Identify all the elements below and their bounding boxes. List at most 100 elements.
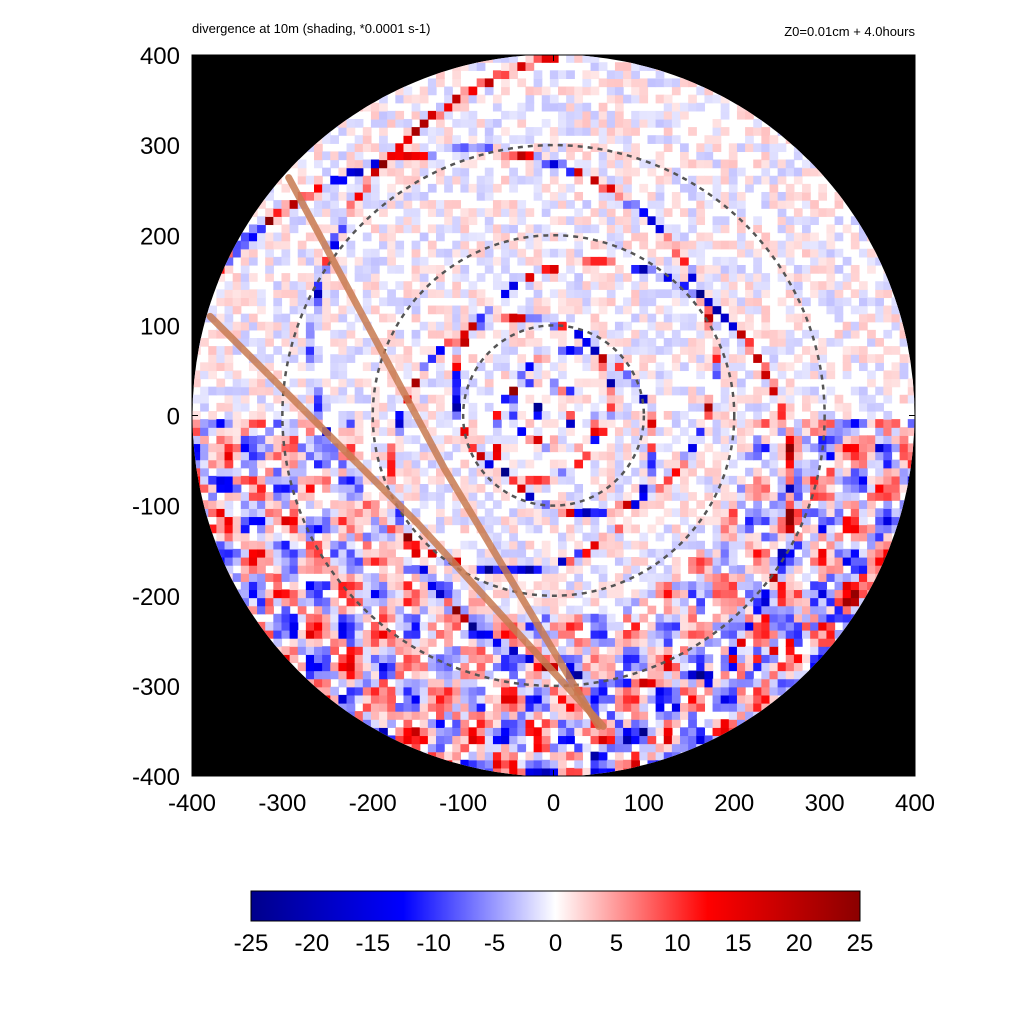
- divergence-cell: [574, 159, 584, 169]
- divergence-cell: [858, 313, 868, 323]
- divergence-cell: [314, 305, 323, 315]
- divergence-cell: [354, 694, 364, 704]
- divergence-cell: [468, 759, 478, 769]
- divergence-cell: [346, 694, 356, 704]
- divergence-cell: [590, 508, 600, 518]
- divergence-cell: [330, 500, 339, 509]
- divergence-cell: [387, 313, 396, 323]
- range-circle-300: [281, 143, 826, 688]
- divergence-cell: [858, 248, 868, 258]
- divergence-cell: [411, 670, 421, 680]
- divergence-cell: [785, 329, 795, 339]
- divergence-cell: [850, 216, 860, 226]
- divergence-cell: [883, 289, 893, 299]
- divergence-cell: [411, 467, 421, 477]
- divergence-cell: [509, 654, 518, 664]
- divergence-cell: [240, 240, 250, 250]
- divergence-cell: [598, 329, 608, 339]
- divergence-cell: [606, 378, 616, 388]
- divergence-cell: [598, 305, 608, 315]
- divergence-cell: [655, 630, 665, 639]
- divergence-cell: [492, 55, 502, 63]
- divergence-cell: [476, 443, 486, 453]
- divergence-cell: [427, 289, 437, 299]
- divergence-cell: [273, 435, 283, 445]
- divergence-cell: [663, 208, 673, 217]
- divergence-cell: [427, 565, 437, 574]
- divergence-cell: [468, 646, 478, 655]
- divergence-cell: [590, 167, 600, 177]
- divergence-cell: [785, 597, 795, 607]
- divergence-cell: [663, 94, 673, 104]
- divergence-cell: [444, 451, 453, 461]
- divergence-cell: [444, 613, 453, 623]
- divergence-cell: [647, 370, 657, 380]
- divergence-cell: [688, 735, 697, 745]
- divergence-cell: [671, 273, 681, 282]
- divergence-cell: [224, 402, 234, 412]
- divergence-cell: [891, 313, 901, 323]
- divergence-cell: [793, 321, 803, 331]
- divergence-cell: [793, 605, 803, 615]
- divergence-cell: [655, 386, 665, 396]
- divergence-cell: [850, 508, 860, 518]
- divergence-cell: [379, 686, 388, 696]
- divergence-cell: [509, 565, 518, 574]
- divergence-cell: [346, 613, 356, 623]
- divergence-cell: [623, 70, 632, 80]
- divergence-cell: [387, 557, 396, 566]
- divergence-cell: [769, 686, 779, 696]
- divergence-cell: [696, 524, 706, 534]
- divergence-cell: [346, 143, 356, 153]
- divergence-cell: [444, 621, 453, 631]
- divergence-cell: [362, 589, 372, 599]
- divergence-cell: [590, 451, 600, 461]
- divergence-cell: [785, 621, 795, 631]
- divergence-cell: [614, 62, 624, 71]
- divergence-cell: [574, 670, 584, 680]
- divergence-cell: [671, 467, 681, 477]
- divergence-cell: [720, 589, 730, 599]
- divergence-cell: [566, 183, 575, 193]
- divergence-cell: [631, 94, 640, 104]
- divergence-cell: [492, 94, 502, 104]
- divergence-cell: [769, 200, 779, 209]
- divergence-cell: [753, 540, 762, 550]
- divergence-cell: [858, 467, 868, 477]
- divergence-cell: [623, 127, 632, 136]
- divergence-cell: [623, 135, 632, 144]
- divergence-cell: [370, 118, 380, 128]
- divergence-cell: [452, 102, 462, 112]
- divergence-cell: [606, 281, 616, 290]
- divergence-cell: [476, 435, 486, 445]
- divergence-cell: [200, 419, 209, 428]
- divergence-cell: [533, 435, 543, 445]
- divergence-cell: [623, 248, 632, 258]
- divergence-cell: [745, 370, 754, 380]
- divergence-cell: [297, 459, 307, 469]
- divergence-cell: [793, 508, 803, 518]
- divergence-cell: [834, 248, 844, 258]
- divergence-cell: [387, 686, 396, 696]
- divergence-cell: [403, 216, 413, 226]
- divergence-cell: [590, 703, 600, 712]
- divergence-cell: [736, 394, 746, 404]
- divergence-cell: [785, 484, 795, 493]
- divergence-cell: [704, 240, 714, 250]
- divergence-cell: [436, 662, 445, 672]
- divergence-cell: [322, 443, 331, 453]
- divergence-cell: [785, 305, 795, 315]
- divergence-cell: [688, 670, 697, 680]
- divergence-cell: [362, 264, 372, 274]
- divergence-cell: [728, 654, 738, 664]
- divergence-cell: [297, 532, 307, 542]
- divergence-cell: [582, 362, 592, 372]
- divergence-cell: [509, 281, 518, 290]
- divergence-cell: [362, 273, 372, 282]
- divergence-cell: [492, 540, 502, 550]
- divergence-cell: [517, 565, 527, 574]
- divergence-cell: [769, 613, 779, 623]
- divergence-cell: [655, 427, 665, 436]
- range-circle-100: [461, 324, 646, 507]
- divergence-cell: [614, 127, 624, 136]
